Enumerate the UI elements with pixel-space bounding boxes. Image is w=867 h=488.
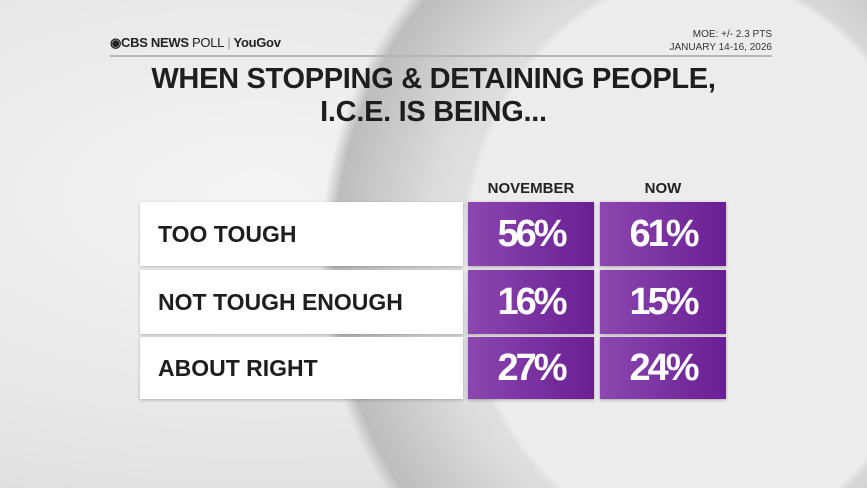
- value-cell: 27%: [468, 337, 594, 399]
- value-cell: 16%: [468, 270, 594, 334]
- row-label: ABOUT RIGHT: [140, 337, 463, 399]
- row-label: TOO TOUGH: [140, 202, 463, 266]
- value-cell: 56%: [468, 202, 594, 266]
- column-header: NOW: [644, 180, 682, 197]
- page-title: WHEN STOPPING & DETAINING PEOPLE, I.C.E. …: [151, 63, 716, 128]
- value-cell: 61%: [600, 202, 726, 266]
- row-label: NOT TOUGH ENOUGH: [140, 270, 463, 334]
- value-cell: 24%: [600, 337, 726, 399]
- column-header: NOVEMBER: [487, 180, 575, 197]
- brand-logo: ◉CBS NEWS POLL | YouGov: [110, 35, 281, 50]
- poll-meta: MOE: +/- 2.3 PTS JANUARY 14-16, 2026: [670, 28, 772, 54]
- moe: MOE: +/- 2.3 PTS: [692, 29, 772, 40]
- dates: JANUARY 14-16, 2026: [669, 42, 772, 53]
- divider: [110, 55, 772, 57]
- value-cell: 15%: [600, 270, 726, 334]
